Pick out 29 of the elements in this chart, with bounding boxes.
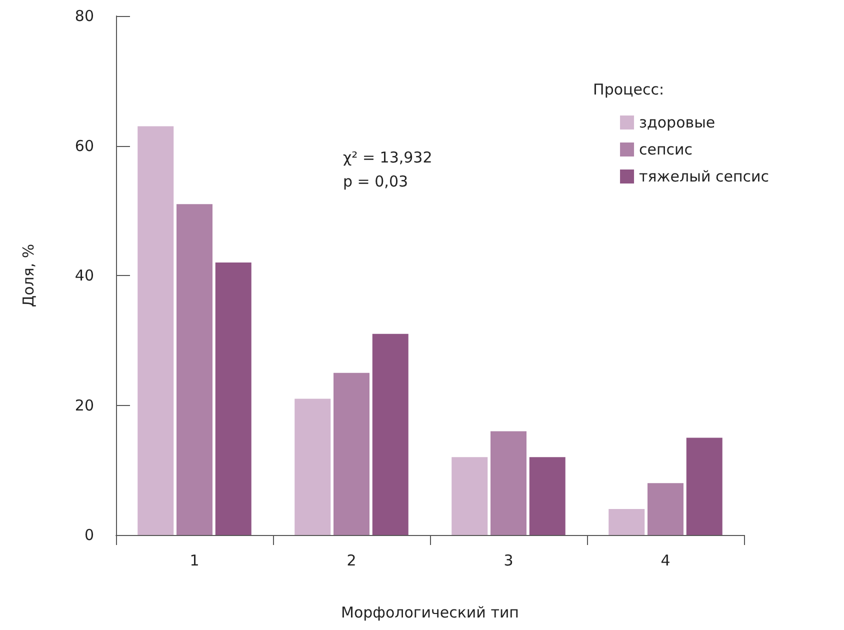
x-tick-label: 1 xyxy=(190,552,200,570)
annotation: χ² = 13,932 xyxy=(343,148,432,166)
legend-label: тяжелый сепсис xyxy=(639,168,770,186)
bar xyxy=(176,204,212,535)
bar xyxy=(452,457,488,535)
x-tick-label: 2 xyxy=(346,552,356,570)
y-tick-label: 0 xyxy=(84,526,94,544)
annotation: p = 0,03 xyxy=(343,172,408,190)
legend-title: Процесс: xyxy=(593,80,664,98)
x-tick-label: 3 xyxy=(504,552,514,570)
x-axis-title: Морфологический тип xyxy=(341,604,519,622)
bar xyxy=(334,372,370,535)
bar xyxy=(490,431,526,535)
y-tick-label: 60 xyxy=(74,136,94,155)
bar xyxy=(138,126,174,535)
bar xyxy=(648,483,684,535)
y-tick-label: 40 xyxy=(74,266,94,284)
y-axis-title: Доля, % xyxy=(20,244,38,308)
bar xyxy=(294,398,331,535)
x-tick-label: 4 xyxy=(660,552,670,570)
y-tick-label: 80 xyxy=(74,7,94,25)
bar xyxy=(686,438,722,535)
legend-label: здоровые xyxy=(639,114,716,132)
y-tick-label: 20 xyxy=(74,396,94,414)
bar xyxy=(608,509,645,535)
bar xyxy=(529,457,566,535)
bar xyxy=(372,334,408,535)
bar xyxy=(215,262,252,535)
legend-label: сепсис xyxy=(639,140,693,158)
